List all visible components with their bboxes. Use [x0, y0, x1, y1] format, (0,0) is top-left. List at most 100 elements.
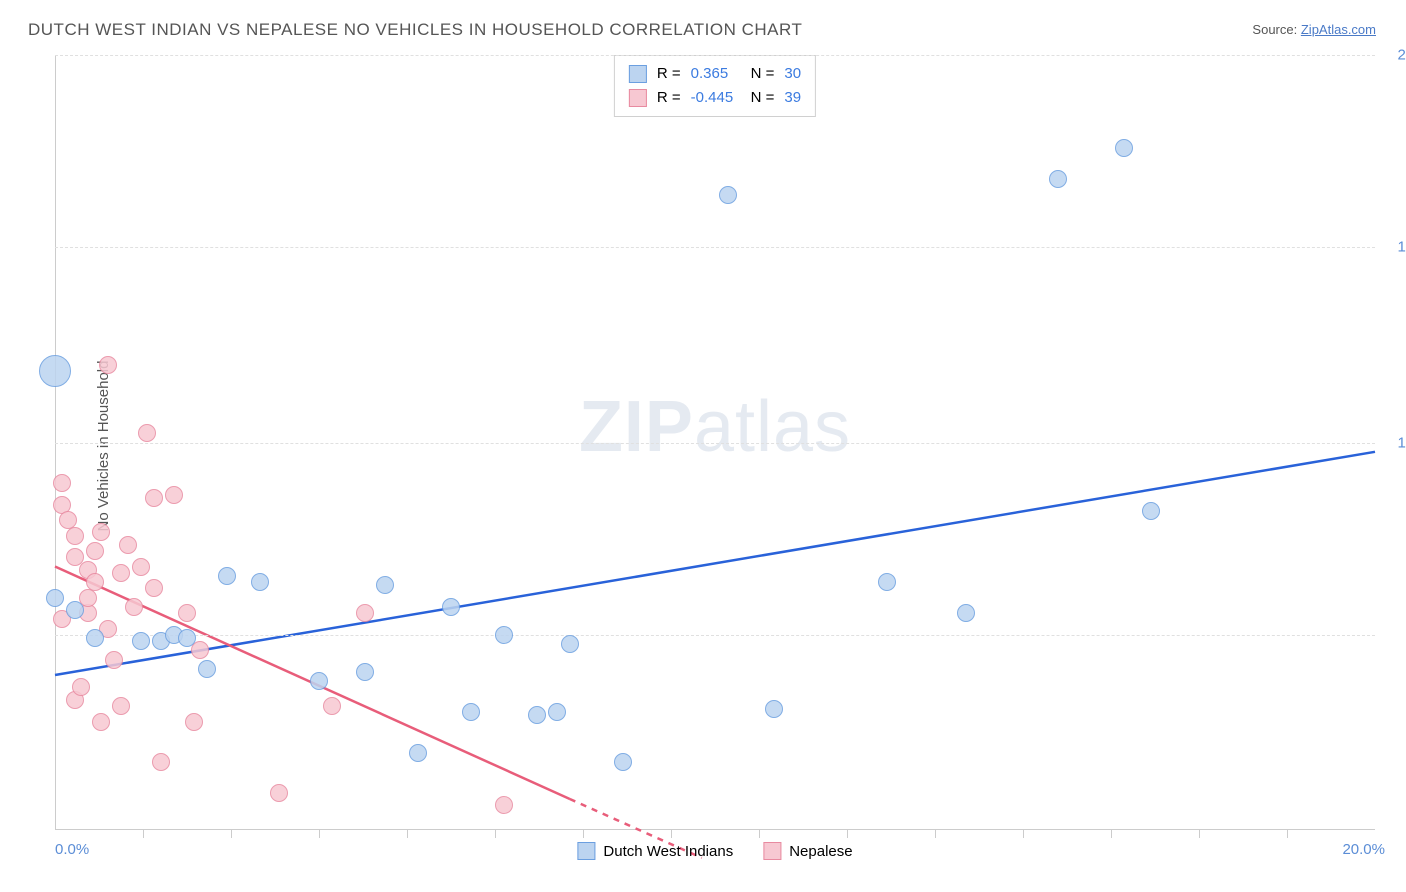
- scatter-point: [495, 626, 513, 644]
- scatter-point: [528, 706, 546, 724]
- x-tick: [1199, 830, 1200, 838]
- scatter-point: [112, 564, 130, 582]
- scatter-point: [878, 573, 896, 591]
- r-value-0: 0.365: [691, 62, 741, 86]
- source-attribution: Source: ZipAtlas.com: [1252, 22, 1376, 37]
- watermark-rest: atlas: [694, 387, 851, 467]
- scatter-point: [561, 635, 579, 653]
- x-tick: [583, 830, 584, 838]
- x-tick: [143, 830, 144, 838]
- scatter-point: [462, 703, 480, 721]
- n-prefix: N =: [751, 86, 775, 110]
- y-tick-label: 25.0%: [1397, 47, 1406, 64]
- legend-bottom-label-1: Nepalese: [789, 843, 852, 860]
- correlation-legend: R = 0.365 N = 30 R = -0.445 N = 39: [614, 55, 816, 117]
- r-value-1: -0.445: [691, 86, 741, 110]
- gridline-y: [55, 55, 1375, 56]
- scatter-point: [99, 356, 117, 374]
- series-legend: Dutch West Indians Nepalese: [577, 842, 852, 860]
- scatter-point: [1115, 139, 1133, 157]
- legend-swatch-0: [629, 65, 647, 83]
- gridline-y: [55, 635, 1375, 636]
- x-tick: [407, 830, 408, 838]
- legend-bottom-swatch-0: [577, 842, 595, 860]
- scatter-point: [165, 486, 183, 504]
- scatter-point: [86, 573, 104, 591]
- scatter-point: [112, 697, 130, 715]
- scatter-point: [66, 601, 84, 619]
- scatter-point: [72, 678, 90, 696]
- scatter-point: [132, 558, 150, 576]
- scatter-point: [92, 713, 110, 731]
- scatter-point: [46, 589, 64, 607]
- scatter-point: [218, 567, 236, 585]
- watermark-bold: ZIP: [579, 387, 694, 467]
- scatter-point: [614, 753, 632, 771]
- scatter-point: [356, 604, 374, 622]
- scatter-point: [270, 784, 288, 802]
- n-value-1: 39: [784, 86, 801, 110]
- y-tick-label: 12.5%: [1397, 434, 1406, 451]
- scatter-point: [178, 604, 196, 622]
- scatter-point: [53, 474, 71, 492]
- scatter-point: [765, 700, 783, 718]
- x-tick: [319, 830, 320, 838]
- x-tick: [231, 830, 232, 838]
- scatter-point: [86, 542, 104, 560]
- chart-container: DUTCH WEST INDIAN VS NEPALESE NO VEHICLE…: [0, 0, 1406, 892]
- scatter-point: [957, 604, 975, 622]
- scatter-point: [145, 489, 163, 507]
- scatter-point: [251, 573, 269, 591]
- n-value-0: 30: [784, 62, 801, 86]
- x-axis-line: [55, 829, 1375, 830]
- x-tick: [495, 830, 496, 838]
- scatter-point: [376, 576, 394, 594]
- x-tick: [935, 830, 936, 838]
- x-tick: [759, 830, 760, 838]
- watermark: ZIPatlas: [579, 386, 851, 468]
- source-link[interactable]: ZipAtlas.com: [1301, 22, 1376, 37]
- legend-swatch-1: [629, 89, 647, 107]
- scatter-point: [178, 629, 196, 647]
- source-label: Source:: [1252, 22, 1297, 37]
- scatter-point: [66, 527, 84, 545]
- plot-area: ZIPatlas R = 0.365 N = 30 R = -0.445 N =…: [55, 55, 1375, 830]
- x-tick: [847, 830, 848, 838]
- scatter-point: [409, 744, 427, 762]
- scatter-point: [442, 598, 460, 616]
- x-tick: [1023, 830, 1024, 838]
- x-tick: [1111, 830, 1112, 838]
- x-tick-label-min: 0.0%: [55, 841, 89, 858]
- scatter-point: [92, 523, 110, 541]
- scatter-point: [323, 697, 341, 715]
- scatter-point: [119, 536, 137, 554]
- scatter-point: [132, 632, 150, 650]
- gridline-y: [55, 247, 1375, 248]
- scatter-point: [191, 641, 209, 659]
- legend-row-series-1: R = -0.445 N = 39: [629, 86, 801, 110]
- x-tick: [671, 830, 672, 838]
- scatter-point: [1142, 502, 1160, 520]
- scatter-point: [548, 703, 566, 721]
- legend-item-0: Dutch West Indians: [577, 842, 733, 860]
- legend-bottom-swatch-1: [763, 842, 781, 860]
- scatter-point: [719, 186, 737, 204]
- r-prefix: R =: [657, 86, 681, 110]
- scatter-point: [1049, 170, 1067, 188]
- scatter-point: [310, 672, 328, 690]
- scatter-point: [138, 424, 156, 442]
- x-tick-label-max: 20.0%: [1342, 841, 1385, 858]
- chart-title: DUTCH WEST INDIAN VS NEPALESE NO VEHICLE…: [28, 20, 802, 40]
- legend-row-series-0: R = 0.365 N = 30: [629, 62, 801, 86]
- r-prefix: R =: [657, 62, 681, 86]
- legend-item-1: Nepalese: [763, 842, 852, 860]
- scatter-point: [152, 753, 170, 771]
- scatter-point: [39, 355, 71, 387]
- x-tick: [1287, 830, 1288, 838]
- scatter-point: [356, 663, 374, 681]
- scatter-point: [86, 629, 104, 647]
- n-prefix: N =: [751, 62, 775, 86]
- scatter-point: [495, 796, 513, 814]
- scatter-point: [105, 651, 123, 669]
- scatter-point: [145, 579, 163, 597]
